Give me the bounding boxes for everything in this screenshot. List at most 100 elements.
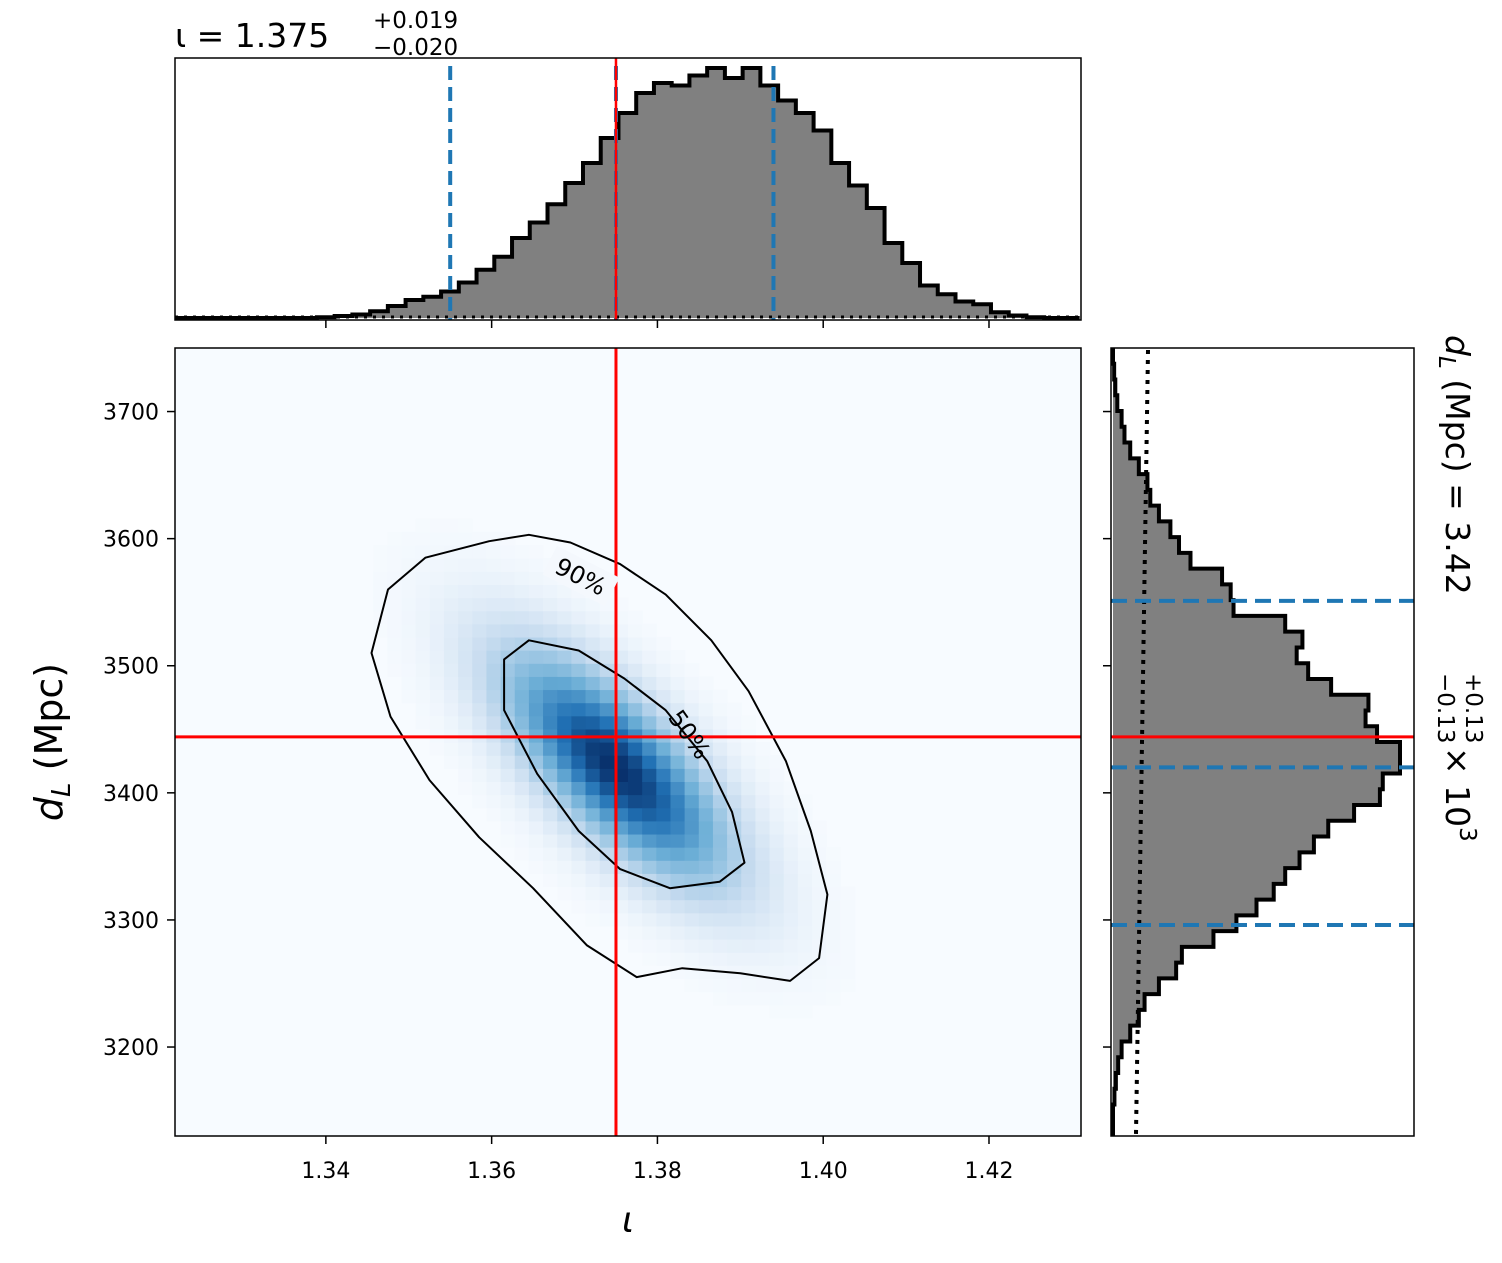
dl-histogram-bar xyxy=(1113,978,1159,995)
heatmap-cell xyxy=(599,820,615,835)
heatmap-cell xyxy=(429,689,445,704)
contour-50 xyxy=(503,639,746,890)
heatmap-cell xyxy=(698,781,714,796)
dl-histogram-bar xyxy=(1113,694,1369,711)
heatmap-cell xyxy=(755,991,771,1006)
heatmap-cell xyxy=(797,860,813,874)
heatmap-cell xyxy=(571,820,587,835)
heatmap-cell xyxy=(642,742,657,756)
heatmap-cell xyxy=(486,610,502,625)
heatmap-cell xyxy=(571,663,587,677)
heatmap-cell xyxy=(769,978,785,993)
iota-histogram-bar xyxy=(973,304,992,318)
dl-title: dL (Mpc) = 3.42 +0.13 −0.13 × 103 xyxy=(1432,335,1486,842)
heatmap-cell xyxy=(543,663,558,677)
heatmap-cell xyxy=(684,820,700,835)
heatmap-cell xyxy=(797,939,813,953)
heatmap-cell xyxy=(543,807,558,822)
heatmap-cell xyxy=(797,873,813,888)
iota-histogram-bar xyxy=(920,285,939,318)
heatmap-cell xyxy=(514,597,530,612)
dl-histogram-panel xyxy=(1103,347,1415,1137)
heatmap-cell xyxy=(500,623,516,638)
heatmap-cell xyxy=(472,623,488,638)
heatmap-cell xyxy=(670,886,686,901)
dl-histogram-bar xyxy=(1113,505,1159,522)
iota-histogram-bar xyxy=(955,301,974,318)
heatmap-cell xyxy=(571,807,587,822)
dl-histogram-bar xyxy=(1113,946,1182,964)
dl-prior-line xyxy=(1134,349,1150,1135)
iota-histogram-bar xyxy=(760,85,779,318)
heatmap-cell xyxy=(670,689,686,704)
heatmap-cell xyxy=(429,584,445,599)
heatmap-cell xyxy=(458,663,473,677)
heatmap-cell xyxy=(458,558,473,572)
heatmap-cell xyxy=(642,650,657,664)
heatmap-cell xyxy=(443,755,459,769)
heatmap-cell xyxy=(514,820,530,835)
heatmap-cell xyxy=(741,939,757,953)
y-axis-label: dL (Mpc) xyxy=(27,663,77,821)
iota-histogram-bar xyxy=(902,263,921,318)
heatmap-cell xyxy=(528,650,544,664)
iota-title-sup: +0.019 xyxy=(373,8,458,34)
heatmap-cell xyxy=(727,820,742,835)
heatmap-cell xyxy=(415,531,431,546)
heatmap-cell xyxy=(585,860,601,874)
heatmap-cell xyxy=(387,558,403,572)
heatmap-cell xyxy=(684,912,700,927)
heatmap-cell xyxy=(585,623,601,638)
heatmap-cell xyxy=(585,610,601,625)
heatmap-cell xyxy=(429,597,445,612)
heatmap-cell xyxy=(783,847,799,861)
heatmap-cell xyxy=(528,702,544,717)
heatmap-cell xyxy=(528,663,544,677)
heatmap-cell xyxy=(741,965,757,979)
heatmap-cell xyxy=(415,571,431,585)
heatmap-cell xyxy=(585,715,601,730)
heatmap-cell xyxy=(755,742,771,756)
heatmap-cell xyxy=(458,702,473,717)
heatmap-cell xyxy=(543,702,558,717)
heatmap-cell xyxy=(755,794,771,809)
dl-title-sub: −0.13 xyxy=(1432,673,1458,743)
heatmap-cell xyxy=(486,755,502,769)
iota-histogram-bar xyxy=(529,222,549,318)
heatmap-cell xyxy=(670,820,686,835)
heatmap-cell xyxy=(543,847,558,861)
heatmap-cell xyxy=(812,939,827,953)
heatmap-cell xyxy=(727,768,742,782)
iota-histogram-bar xyxy=(494,256,513,318)
heatmap-cell xyxy=(656,899,672,914)
heatmap-cell xyxy=(741,873,757,888)
density-heatmap xyxy=(373,518,856,1019)
heatmap-cell xyxy=(443,518,459,533)
heatmap-cell xyxy=(458,755,473,769)
heatmap-cell xyxy=(684,860,700,874)
heatmap-cell xyxy=(642,702,657,717)
heatmap-cell xyxy=(769,965,785,979)
heatmap-cell xyxy=(755,860,771,874)
heatmap-cell xyxy=(599,833,615,848)
heatmap-cell xyxy=(797,899,813,914)
heatmap-cell xyxy=(670,755,686,769)
heatmap-cell xyxy=(840,965,856,979)
heatmap-cell xyxy=(443,663,459,677)
dl-title-sup: +0.13 xyxy=(1460,673,1486,743)
heatmap-cell xyxy=(712,978,728,993)
heatmap-cell xyxy=(514,781,530,796)
heatmap-cell xyxy=(571,768,587,782)
x-axis-label: ι xyxy=(622,1200,634,1241)
heatmap-cell xyxy=(698,768,714,782)
heatmap-cell xyxy=(486,636,502,651)
heatmap-cell xyxy=(528,584,544,599)
iota-histogram-bar xyxy=(458,282,478,318)
heatmap-cell xyxy=(585,768,601,782)
heatmap-cell xyxy=(443,689,459,704)
heatmap-cell xyxy=(684,925,700,940)
heatmap-cell xyxy=(783,965,799,979)
heatmap-cell xyxy=(599,636,615,651)
heatmap-cell xyxy=(443,636,459,651)
